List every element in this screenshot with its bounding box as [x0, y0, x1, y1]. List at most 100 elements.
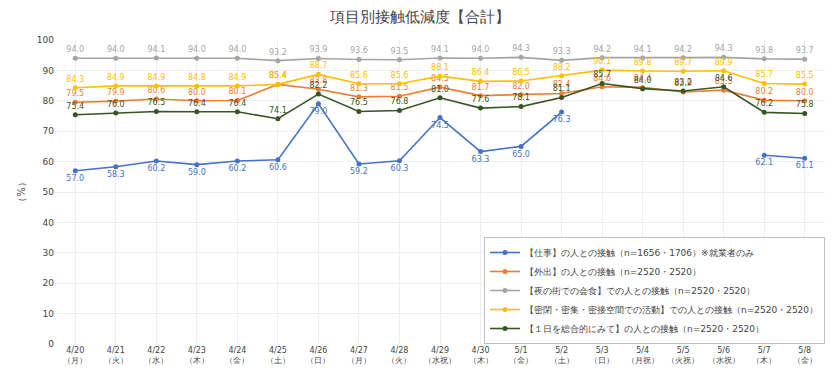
svg-text:82.2: 82.2 [310, 81, 328, 90]
svg-text:85.4: 85.4 [269, 71, 287, 80]
svg-text:4/22（水）: 4/22（水） [144, 346, 168, 365]
svg-text:81.5: 81.5 [391, 83, 409, 92]
svg-text:84.8: 84.8 [188, 73, 206, 82]
svg-text:30: 30 [43, 248, 55, 258]
svg-text:94.0: 94.0 [66, 45, 84, 54]
svg-text:88.2: 88.2 [553, 63, 571, 72]
svg-text:76.5: 76.5 [147, 98, 165, 107]
svg-text:84.0: 84.0 [634, 76, 652, 85]
svg-text:4/29（水祝）: 4/29（水祝） [424, 346, 456, 365]
svg-text:84.9: 84.9 [147, 73, 165, 82]
svg-text:80.0: 80.0 [796, 88, 814, 97]
svg-text:85.7: 85.7 [755, 70, 773, 79]
svg-text:94.3: 94.3 [715, 44, 733, 53]
svg-text:79.5: 79.5 [66, 89, 84, 98]
svg-text:【密閉・密集・密接空間での活動】での人との接触（n=2520: 【密閉・密集・密接空間での活動】での人との接触（n=2520・2520） [525, 305, 818, 315]
svg-text:【外出】の人との接触（n=2520・2520）: 【外出】の人との接触（n=2520・2520） [525, 267, 701, 277]
svg-text:94.1: 94.1 [147, 45, 165, 54]
svg-text:93.6: 93.6 [350, 46, 368, 55]
svg-text:84.3: 84.3 [66, 75, 84, 84]
svg-text:82.4: 82.4 [553, 80, 571, 89]
svg-text:74.1: 74.1 [269, 106, 287, 115]
svg-text:【夜の街での会食】での人との接触（n=2520・2520）: 【夜の街での会食】での人との接触（n=2520・2520） [525, 286, 755, 296]
svg-text:94.0: 94.0 [107, 45, 125, 54]
svg-text:94.2: 94.2 [674, 45, 692, 54]
svg-text:0: 0 [48, 339, 54, 349]
svg-text:89.8: 89.8 [634, 58, 652, 67]
svg-text:81.3: 81.3 [350, 84, 368, 93]
svg-text:100: 100 [37, 35, 54, 45]
svg-text:75.8: 75.8 [796, 100, 814, 109]
svg-text:86.5: 86.5 [512, 68, 530, 77]
svg-text:85.7: 85.7 [593, 70, 611, 79]
svg-text:93.7: 93.7 [796, 46, 814, 55]
svg-text:10: 10 [43, 309, 55, 319]
svg-text:88.7: 88.7 [310, 61, 328, 70]
svg-text:4/23（木）: 4/23（木） [185, 346, 209, 365]
svg-text:83.5: 83.5 [715, 77, 733, 86]
svg-text:84.6: 84.6 [715, 74, 733, 83]
svg-text:50: 50 [43, 187, 55, 197]
svg-text:94.1: 94.1 [634, 45, 652, 54]
svg-text:94.0: 94.0 [188, 45, 206, 54]
svg-text:5/8（金）: 5/8（金） [793, 346, 817, 365]
svg-text:61.1: 61.1 [796, 161, 814, 170]
svg-text:80.6: 80.6 [147, 86, 165, 95]
svg-text:84.5: 84.5 [431, 74, 449, 83]
svg-text:86.4: 86.4 [472, 68, 490, 77]
svg-text:93.8: 93.8 [755, 46, 773, 55]
svg-text:84.6: 84.6 [593, 74, 611, 83]
svg-text:5/7（木）: 5/7（木） [752, 346, 776, 365]
svg-text:80: 80 [43, 96, 55, 106]
svg-text:94.0: 94.0 [228, 45, 246, 54]
svg-text:76.4: 76.4 [228, 99, 246, 108]
svg-text:項目別接触低減度【合計】: 項目別接触低減度【合計】 [329, 8, 510, 26]
svg-text:4/26（日）: 4/26（日） [306, 346, 330, 365]
svg-text:76.3: 76.3 [553, 115, 571, 124]
svg-text:4/20（月）: 4/20（月） [63, 346, 87, 365]
svg-text:58.3: 58.3 [107, 170, 125, 179]
svg-text:89.9: 89.9 [715, 58, 733, 67]
svg-text:74.5: 74.5 [431, 121, 449, 130]
svg-text:93.9: 93.9 [310, 45, 328, 54]
svg-text:85.6: 85.6 [350, 71, 368, 80]
svg-text:75.4: 75.4 [66, 102, 84, 111]
svg-text:77.6: 77.6 [472, 95, 490, 104]
svg-text:5/2（土）: 5/2（土） [550, 346, 574, 365]
svg-text:93.5: 93.5 [391, 47, 409, 56]
svg-text:20: 20 [43, 278, 55, 288]
svg-text:4/21（火）: 4/21（火） [104, 346, 128, 365]
svg-text:85.5: 85.5 [796, 71, 814, 80]
svg-text:84.9: 84.9 [228, 73, 246, 82]
svg-text:60.2: 60.2 [147, 164, 165, 173]
svg-text:94.1: 94.1 [431, 45, 449, 54]
svg-text:62.1: 62.1 [755, 158, 773, 167]
svg-text:85.4: 85.4 [269, 71, 287, 80]
svg-text:81.7: 81.7 [472, 83, 490, 92]
svg-text:57.0: 57.0 [66, 174, 84, 183]
svg-text:4/25（土）: 4/25（土） [266, 346, 290, 365]
svg-text:5/1（金）: 5/1（金） [509, 346, 533, 365]
svg-text:82.9: 82.9 [674, 79, 692, 88]
svg-text:85.6: 85.6 [391, 71, 409, 80]
svg-text:83.8: 83.8 [310, 76, 328, 85]
svg-text:4/27（月）: 4/27（月） [347, 346, 371, 365]
svg-text:【仕事】の人との接触（n=1656・1706）※就業者のみ: 【仕事】の人との接触（n=1656・1706）※就業者のみ [525, 248, 754, 258]
svg-text:76.8: 76.8 [391, 97, 409, 106]
svg-text:4/24（金）: 4/24（金） [225, 346, 249, 365]
svg-text:（%）: （%） [16, 177, 27, 207]
svg-text:81.0: 81.0 [431, 85, 449, 94]
svg-text:76.4: 76.4 [188, 99, 206, 108]
svg-text:【１日を総合的にみて】の人との接触（n=2520・2520）: 【１日を総合的にみて】の人との接触（n=2520・2520） [525, 324, 764, 334]
svg-text:5/3（日）: 5/3（日） [590, 346, 614, 365]
svg-text:59.2: 59.2 [350, 167, 368, 176]
svg-text:65.0: 65.0 [512, 150, 530, 159]
svg-text:60.2: 60.2 [228, 164, 246, 173]
svg-text:93.3: 93.3 [553, 47, 571, 56]
svg-text:60.6: 60.6 [269, 163, 287, 172]
svg-text:40: 40 [43, 218, 55, 228]
svg-text:5/5（火祝）: 5/5（火祝） [667, 346, 699, 365]
svg-text:84.9: 84.9 [107, 73, 125, 82]
svg-text:82.0: 82.0 [512, 82, 530, 91]
svg-text:88.1: 88.1 [431, 63, 449, 72]
